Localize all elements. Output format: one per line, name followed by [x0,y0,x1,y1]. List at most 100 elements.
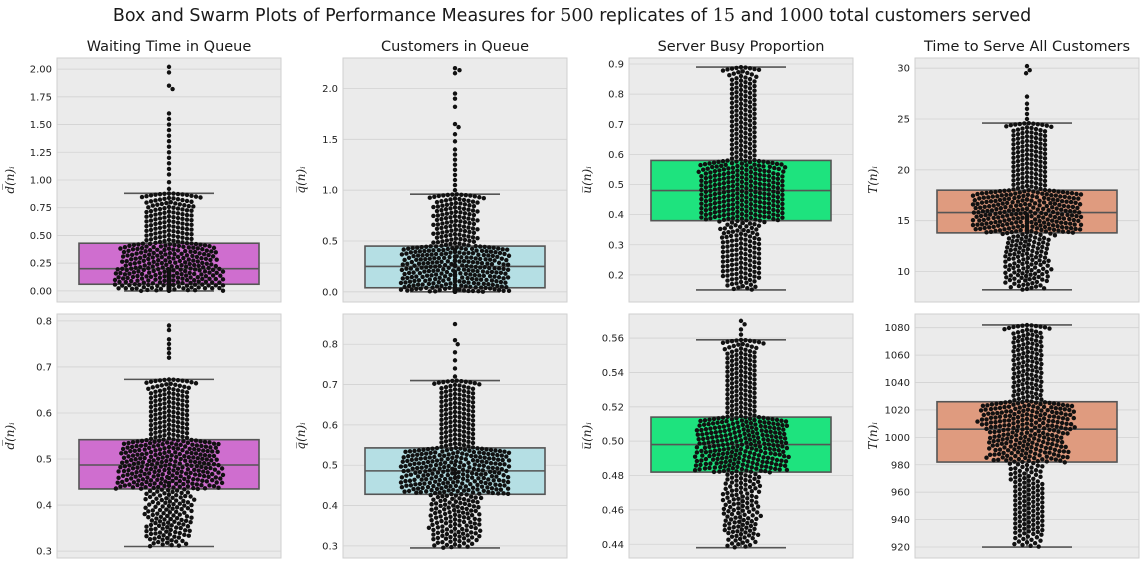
swarm-point [1078,214,1084,220]
swarm-point [748,174,754,179]
swarm-point [746,428,751,433]
swarm-point [1035,246,1041,251]
swarm-point [175,378,181,383]
swarm-point [1062,460,1068,465]
swarm-point [167,499,173,504]
swarm-point [1077,227,1083,232]
swarm-point [720,269,726,274]
swarm-point [158,481,164,486]
swarm-point [483,471,488,477]
swarm-point [711,452,717,458]
swarm-point [118,484,123,489]
swarm-point [161,521,166,527]
swarm-point [156,539,161,545]
swarm-point [736,506,741,511]
swarm-point [184,283,190,288]
swarm-point [725,239,730,245]
swarm-point [484,447,489,452]
swarm-point [751,481,756,487]
swarm-point [171,233,176,239]
swarm-point [1015,181,1021,186]
swarm-point [774,439,780,444]
swarm-point [148,427,154,432]
swarm-point [151,268,156,274]
swarm-point [461,519,467,525]
swarm-point [496,288,502,293]
swarm-point [990,443,995,448]
swarm-point [743,544,748,549]
swarm-point [1061,203,1067,209]
swarm-point [180,389,185,394]
swarm-point [432,256,437,261]
swarm-point [470,422,476,428]
swarm-point [452,542,458,547]
swarm-point [478,265,483,270]
swarm-point [734,352,739,358]
swarm-point [747,393,753,399]
swarm-point [1015,145,1021,150]
swarm-point [1024,260,1030,265]
swarm-point [452,436,458,442]
swarm-point [763,424,768,429]
swarm-point [732,545,737,550]
swarm-point [401,247,406,252]
swarm-point [462,219,468,225]
swarm-point [1033,414,1039,420]
swarm-point [138,288,144,294]
swarm-point [729,488,735,493]
swarm-point [729,253,735,258]
swarm-point [166,449,172,454]
swarm-point [730,466,736,471]
swarm-point [772,447,777,452]
swarm-point [469,524,474,530]
swarm-point [453,483,459,489]
swarm-point [1039,335,1044,340]
swarm-point [462,202,468,207]
swarm-point [171,214,176,220]
swarm-point [464,523,469,528]
swarm-point [157,493,163,498]
swarm-point [735,163,740,169]
swarm-point [987,429,993,435]
swarm-point [1029,422,1034,428]
swarm-point [776,448,781,453]
swarm-point [461,415,467,421]
swarm-point [1038,357,1043,362]
swarm-point [164,529,169,534]
swarm-point [1018,436,1023,441]
swarm-point [184,408,190,413]
swarm-point [211,453,217,459]
swarm-point [148,223,154,228]
swarm-point [183,528,188,533]
swarm-point [743,65,748,70]
swarm-point [208,465,213,471]
swarm-point [1059,425,1064,430]
swarm-point [160,537,165,542]
swarm-point [414,257,419,263]
y-axis-label: d̅(n)ᵢ [1,422,17,450]
swarm-point [157,393,163,398]
swarm-point [1040,491,1045,496]
swarm-point [1035,405,1041,410]
swarm-point [180,230,185,236]
swarm-point [1006,325,1012,331]
swarm-point [779,458,784,463]
swarm-point [1035,529,1041,535]
swarm-point [444,531,450,537]
swarm-point [761,415,766,421]
swarm-point [1041,235,1047,241]
swarm-point [451,487,456,493]
swarm-point [1037,203,1042,208]
swarm-point [1068,422,1074,427]
swarm-point [172,251,177,257]
swarm-point [469,276,475,282]
swarm-point [1067,407,1072,413]
swarm-point [162,247,167,253]
swarm-point [122,272,128,277]
swarm-point [1042,133,1048,139]
swarm-point [725,374,730,379]
swarm-point [747,479,753,484]
swarm-point [481,450,486,456]
swarm-point [444,447,450,453]
swarm-point [1029,179,1034,185]
